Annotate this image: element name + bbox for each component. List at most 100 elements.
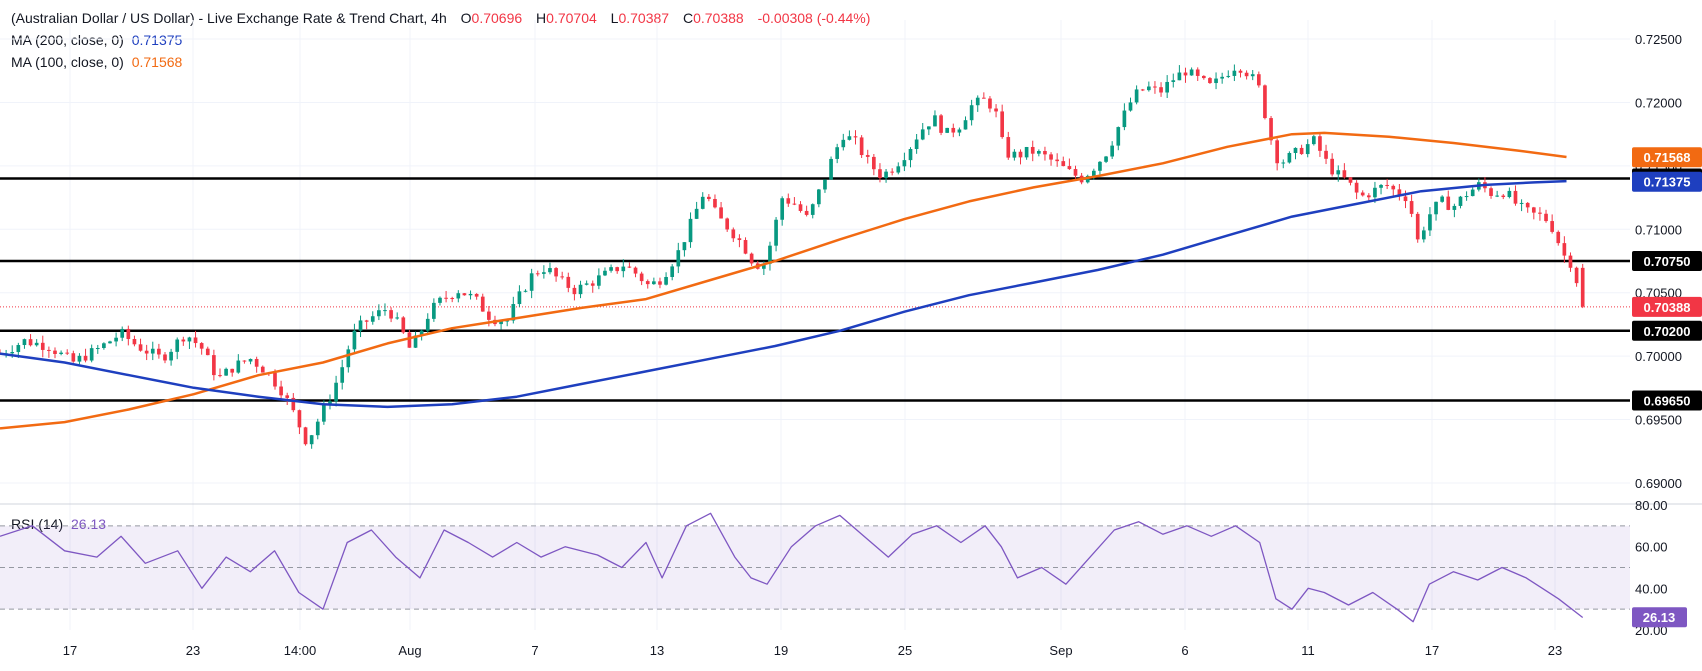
candle-body [22,339,27,346]
candle-body [1434,201,1438,215]
candle-body [1177,72,1182,81]
candle-body [982,97,986,99]
candle-body [383,310,387,312]
candle-body [829,158,833,180]
ma200-legend[interactable]: MA (200, close, 0) 0.71375 [11,32,182,48]
candle-body [1171,80,1176,82]
candle-body [1226,75,1231,77]
candle-body [395,317,400,319]
candle-body [254,358,259,367]
candle-body [1360,192,1365,196]
candle-body [700,196,705,209]
candle-body [83,355,88,361]
candle-body [853,136,858,138]
time-axis[interactable]: 17 23 14:00 Aug 7 13 19 25 Sep 6 11 17 23 [63,643,1562,658]
candle-body [163,354,167,361]
rsi-tick-label: 60.00 [1635,540,1668,555]
candle-body [95,348,100,350]
candle-body [688,218,693,243]
candle-body [768,245,772,264]
candle-body [1531,207,1536,213]
ma100-legend[interactable]: MA (100, close, 0) 0.71568 [11,54,182,70]
candle-body [1342,170,1347,178]
candle-body [1275,140,1279,164]
horizontal-levels [0,177,1630,402]
price-tick-label: 0.69000 [1635,476,1682,491]
candle-body [639,273,644,282]
candle-body [627,266,632,268]
candle-body [28,339,33,346]
low-label: L [610,10,619,26]
candle-body [407,332,412,348]
candle-body [1354,182,1359,193]
candle-body [157,348,161,355]
candle-body [1238,70,1243,73]
ma100-line [0,131,1567,430]
candle-body [1134,89,1139,103]
time-tick-label: 6 [1181,643,1188,658]
candle-body [1000,111,1005,138]
candle-body [1116,127,1121,146]
candle-body [823,179,827,190]
symbol-title[interactable]: (Australian Dollar / US Dollar) - Live E… [11,10,447,26]
ma200-label: MA (200, close, 0) [11,32,124,48]
rsi-panel [0,525,1630,610]
candle-body [102,343,106,349]
time-tick-label: 11 [1301,643,1315,658]
candle-body [1305,144,1310,155]
candle-body [1220,76,1224,79]
candle-body [817,189,821,205]
price-tick-label: 0.70000 [1635,349,1682,364]
candle-body [835,147,840,159]
candle-body [77,355,82,362]
candle-body [1330,158,1334,175]
price-axis[interactable]: 0.725000.720000.715000.710000.705000.700… [1635,32,1682,638]
candle-body [1073,169,1078,176]
rsi-legend-value: 26.13 [71,516,107,532]
time-tick-label: 19 [774,643,788,658]
candle-body [1568,255,1573,268]
candle-body [872,156,876,170]
candle-body [682,242,687,251]
candle-body [187,337,192,342]
candle-body [297,410,302,428]
candle-body [945,127,950,133]
candle-body [694,208,699,219]
candle-body [578,284,583,295]
candle-body [762,263,766,269]
candle-body [212,355,216,376]
candle-body [713,199,717,208]
candle-body [450,298,455,300]
candle-body [138,344,143,351]
candle-body [1012,151,1017,158]
price-tag-0.70388: 0.70388 [1644,300,1691,315]
candle-body [1263,85,1267,119]
time-tick-label: 17 [1425,643,1439,658]
candle-body [1269,118,1273,141]
candle-body [150,348,155,354]
candle-body [389,310,393,319]
candle-body [1525,202,1530,208]
candle-body [413,335,418,348]
ma200-value: 0.71375 [131,32,183,48]
candle-body [425,318,430,331]
candle-body [798,204,803,211]
time-tick-label: Sep [1049,643,1072,658]
candle-body [1464,196,1469,198]
candle-body [994,108,998,112]
candle-body [1183,72,1188,76]
candle-body [902,160,907,167]
grid-lines [0,20,1702,630]
candle-body [890,171,895,173]
candle-body [939,115,943,133]
candle-body [1128,102,1133,111]
candle-body [499,321,503,325]
candle-body [199,343,204,349]
candle-body [1440,196,1444,202]
candle-body [1501,195,1506,198]
level-tag-0.70750-bg [1632,251,1702,271]
close-label: C [682,10,694,26]
candle-body [1324,150,1328,159]
candle-body [1201,75,1206,79]
